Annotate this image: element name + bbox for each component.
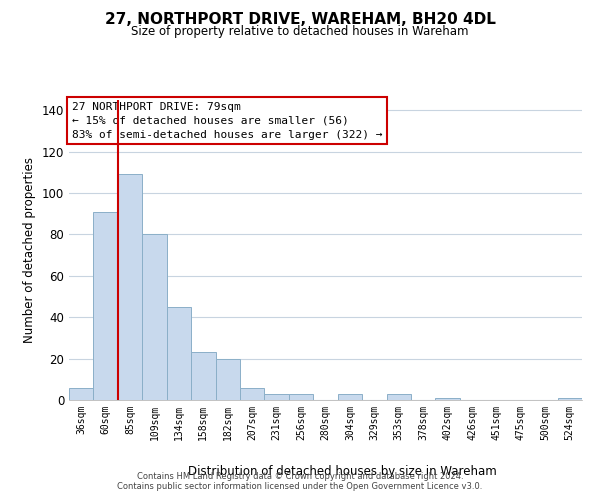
Bar [167, 307, 191, 400]
Bar [436, 398, 460, 400]
Bar [557, 398, 582, 400]
Bar [69, 388, 94, 400]
Bar [338, 394, 362, 400]
Bar [215, 358, 240, 400]
Bar [118, 174, 142, 400]
Text: Size of property relative to detached houses in Wareham: Size of property relative to detached ho… [131, 25, 469, 38]
Y-axis label: Number of detached properties: Number of detached properties [23, 157, 36, 343]
Text: Distribution of detached houses by size in Wareham: Distribution of detached houses by size … [188, 464, 496, 477]
Text: 27, NORTHPORT DRIVE, WAREHAM, BH20 4DL: 27, NORTHPORT DRIVE, WAREHAM, BH20 4DL [104, 12, 496, 28]
Bar [265, 394, 289, 400]
Text: Contains HM Land Registry data © Crown copyright and database right 2024.
Contai: Contains HM Land Registry data © Crown c… [118, 472, 482, 491]
Bar [386, 394, 411, 400]
Bar [240, 388, 265, 400]
Bar [289, 394, 313, 400]
Text: 27 NORTHPORT DRIVE: 79sqm
← 15% of detached houses are smaller (56)
83% of semi-: 27 NORTHPORT DRIVE: 79sqm ← 15% of detac… [71, 102, 382, 140]
Bar [94, 212, 118, 400]
Bar [142, 234, 167, 400]
Bar [191, 352, 215, 400]
